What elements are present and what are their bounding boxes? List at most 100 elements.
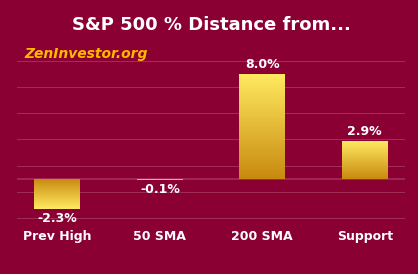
Bar (342, 145, 388, 146)
Bar (34, 201, 81, 202)
Bar (342, 150, 388, 151)
Bar (342, 166, 388, 167)
Bar (239, 170, 285, 172)
Bar (34, 192, 81, 193)
Bar (239, 139, 285, 140)
Bar (342, 167, 388, 168)
Bar (239, 109, 285, 111)
Bar (239, 126, 285, 128)
Bar (239, 135, 285, 137)
Bar (239, 74, 285, 76)
Bar (342, 171, 388, 172)
Bar (239, 156, 285, 158)
Bar (342, 170, 388, 171)
Bar (239, 153, 285, 154)
Bar (34, 197, 81, 198)
Bar (239, 107, 285, 109)
Bar (342, 156, 388, 157)
Bar (239, 91, 285, 93)
Bar (239, 172, 285, 173)
Bar (34, 198, 81, 199)
Bar (342, 147, 388, 148)
Bar (342, 163, 388, 164)
Bar (34, 179, 81, 180)
Bar (239, 145, 285, 147)
Bar (239, 158, 285, 159)
Bar (34, 183, 81, 184)
Bar (34, 185, 81, 186)
Bar (34, 195, 81, 196)
Bar (239, 167, 285, 168)
Bar (342, 162, 388, 163)
Bar (239, 130, 285, 132)
Bar (34, 187, 81, 188)
Bar (34, 181, 81, 182)
Bar (239, 105, 285, 107)
Bar (239, 102, 285, 104)
Bar (342, 159, 388, 160)
Bar (239, 81, 285, 83)
Bar (34, 208, 81, 209)
Bar (239, 125, 285, 126)
Bar (342, 172, 388, 173)
Bar (34, 199, 81, 200)
Bar (239, 84, 285, 86)
Bar (342, 168, 388, 169)
Bar (34, 196, 81, 197)
Bar (342, 158, 388, 159)
Bar (34, 182, 81, 183)
Bar (34, 206, 81, 207)
Bar (239, 116, 285, 118)
Bar (239, 161, 285, 163)
Bar (342, 157, 388, 158)
Bar (239, 168, 285, 170)
Bar (34, 191, 81, 192)
Bar (34, 204, 81, 205)
Bar (239, 83, 285, 84)
Bar (34, 188, 81, 189)
Bar (342, 144, 388, 145)
Bar (239, 76, 285, 77)
Bar (342, 160, 388, 161)
Bar (239, 175, 285, 177)
Bar (239, 128, 285, 130)
Bar (239, 144, 285, 145)
Bar (239, 149, 285, 151)
Bar (239, 86, 285, 88)
Bar (34, 200, 81, 201)
Bar (239, 173, 285, 175)
Bar (34, 186, 81, 187)
Bar (239, 98, 285, 100)
Bar (342, 175, 388, 176)
Bar (239, 119, 285, 121)
Bar (239, 121, 285, 123)
Bar (342, 169, 388, 170)
Bar (239, 111, 285, 112)
Bar (342, 178, 388, 179)
Bar (239, 95, 285, 97)
Bar (342, 141, 388, 142)
Bar (239, 132, 285, 133)
Text: -0.1%: -0.1% (140, 183, 180, 196)
Bar (239, 147, 285, 149)
Bar (34, 202, 81, 203)
Text: ZenInvestor.org: ZenInvestor.org (25, 47, 148, 61)
Title: S&P 500 % Distance from...: S&P 500 % Distance from... (71, 16, 351, 34)
Bar (342, 154, 388, 155)
Bar (342, 146, 388, 147)
Bar (342, 161, 388, 162)
Text: -2.3%: -2.3% (38, 212, 77, 225)
Bar (342, 177, 388, 178)
Bar (239, 151, 285, 153)
Text: 2.9%: 2.9% (347, 125, 382, 138)
Bar (34, 189, 81, 190)
Bar (239, 88, 285, 90)
Bar (342, 152, 388, 153)
Bar (239, 97, 285, 98)
Bar (239, 137, 285, 139)
Bar (239, 123, 285, 125)
Bar (239, 77, 285, 79)
Bar (342, 164, 388, 165)
Bar (239, 93, 285, 95)
Bar (239, 79, 285, 81)
